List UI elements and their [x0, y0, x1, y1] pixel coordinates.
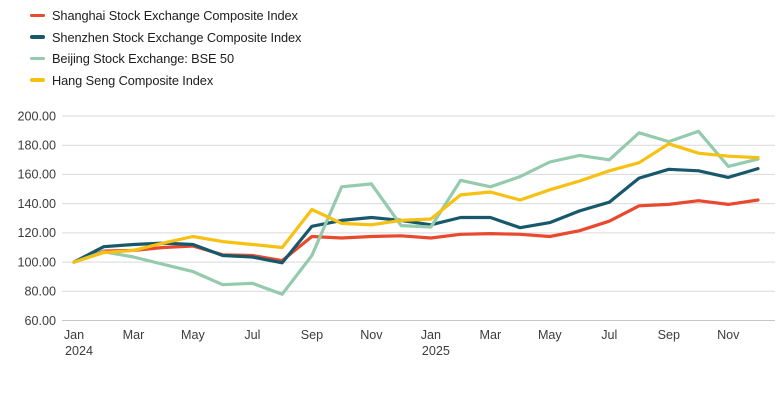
legend-label: Shenzhen Stock Exchange Composite Index: [52, 29, 302, 45]
legend-swatch-icon: [30, 35, 45, 39]
series-line-hangseng: [72, 142, 760, 264]
legend-label: Hang Seng Composite Index: [52, 72, 214, 88]
legend-swatch-icon: [30, 78, 45, 82]
y-tick-label: 80.00: [24, 285, 56, 299]
x-tick-label: Jan: [64, 328, 84, 342]
x-tick-label: Nov: [360, 328, 383, 342]
x-tick-label: Jul: [244, 328, 260, 342]
legend-item-shenzhen: Shenzhen Stock Exchange Composite Index: [30, 30, 301, 45]
legend-swatch-icon: [30, 13, 45, 18]
x-tick-label: Sep: [658, 328, 680, 342]
series-line-beijing: [72, 129, 760, 296]
legend-item-beijing: Beijing Stock Exchange: BSE 50: [30, 51, 301, 66]
y-tick-label: 120.00: [17, 226, 56, 240]
x-tick-label: Jan: [421, 328, 441, 342]
y-tick-label: 140.00: [17, 197, 56, 211]
chart-legend: Shanghai Stock Exchange Composite Index S…: [30, 8, 301, 88]
x-tick-label: May: [538, 328, 562, 342]
y-tick-label: 160.00: [17, 168, 56, 182]
y-tick-label: 180.00: [17, 139, 56, 153]
legend-item-shanghai: Shanghai Stock Exchange Composite Index: [30, 8, 301, 23]
legend-swatch-icon: [30, 56, 45, 61]
legend-item-hangseng: Hang Seng Composite Index: [30, 73, 301, 88]
x-tick-year-label: 2024: [65, 344, 93, 358]
y-tick-label: 60.00: [24, 314, 56, 328]
x-tick-label: Mar: [123, 328, 145, 342]
y-tick-label: 100.00: [17, 255, 56, 269]
x-tick-label: Sep: [301, 328, 323, 342]
x-tick-label: May: [181, 328, 205, 342]
y-tick-label: 200.00: [17, 109, 56, 123]
x-tick-year-label: 2025: [422, 344, 450, 358]
series-line-shanghai: [72, 198, 760, 264]
x-tick-label: Nov: [717, 328, 740, 342]
series-line-shenzhen: [72, 167, 760, 265]
x-tick-label: Mar: [480, 328, 502, 342]
x-tick-label: Jul: [601, 328, 617, 342]
legend-label: Shanghai Stock Exchange Composite Index: [52, 8, 298, 23]
legend-label: Beijing Stock Exchange: BSE 50: [52, 51, 234, 66]
